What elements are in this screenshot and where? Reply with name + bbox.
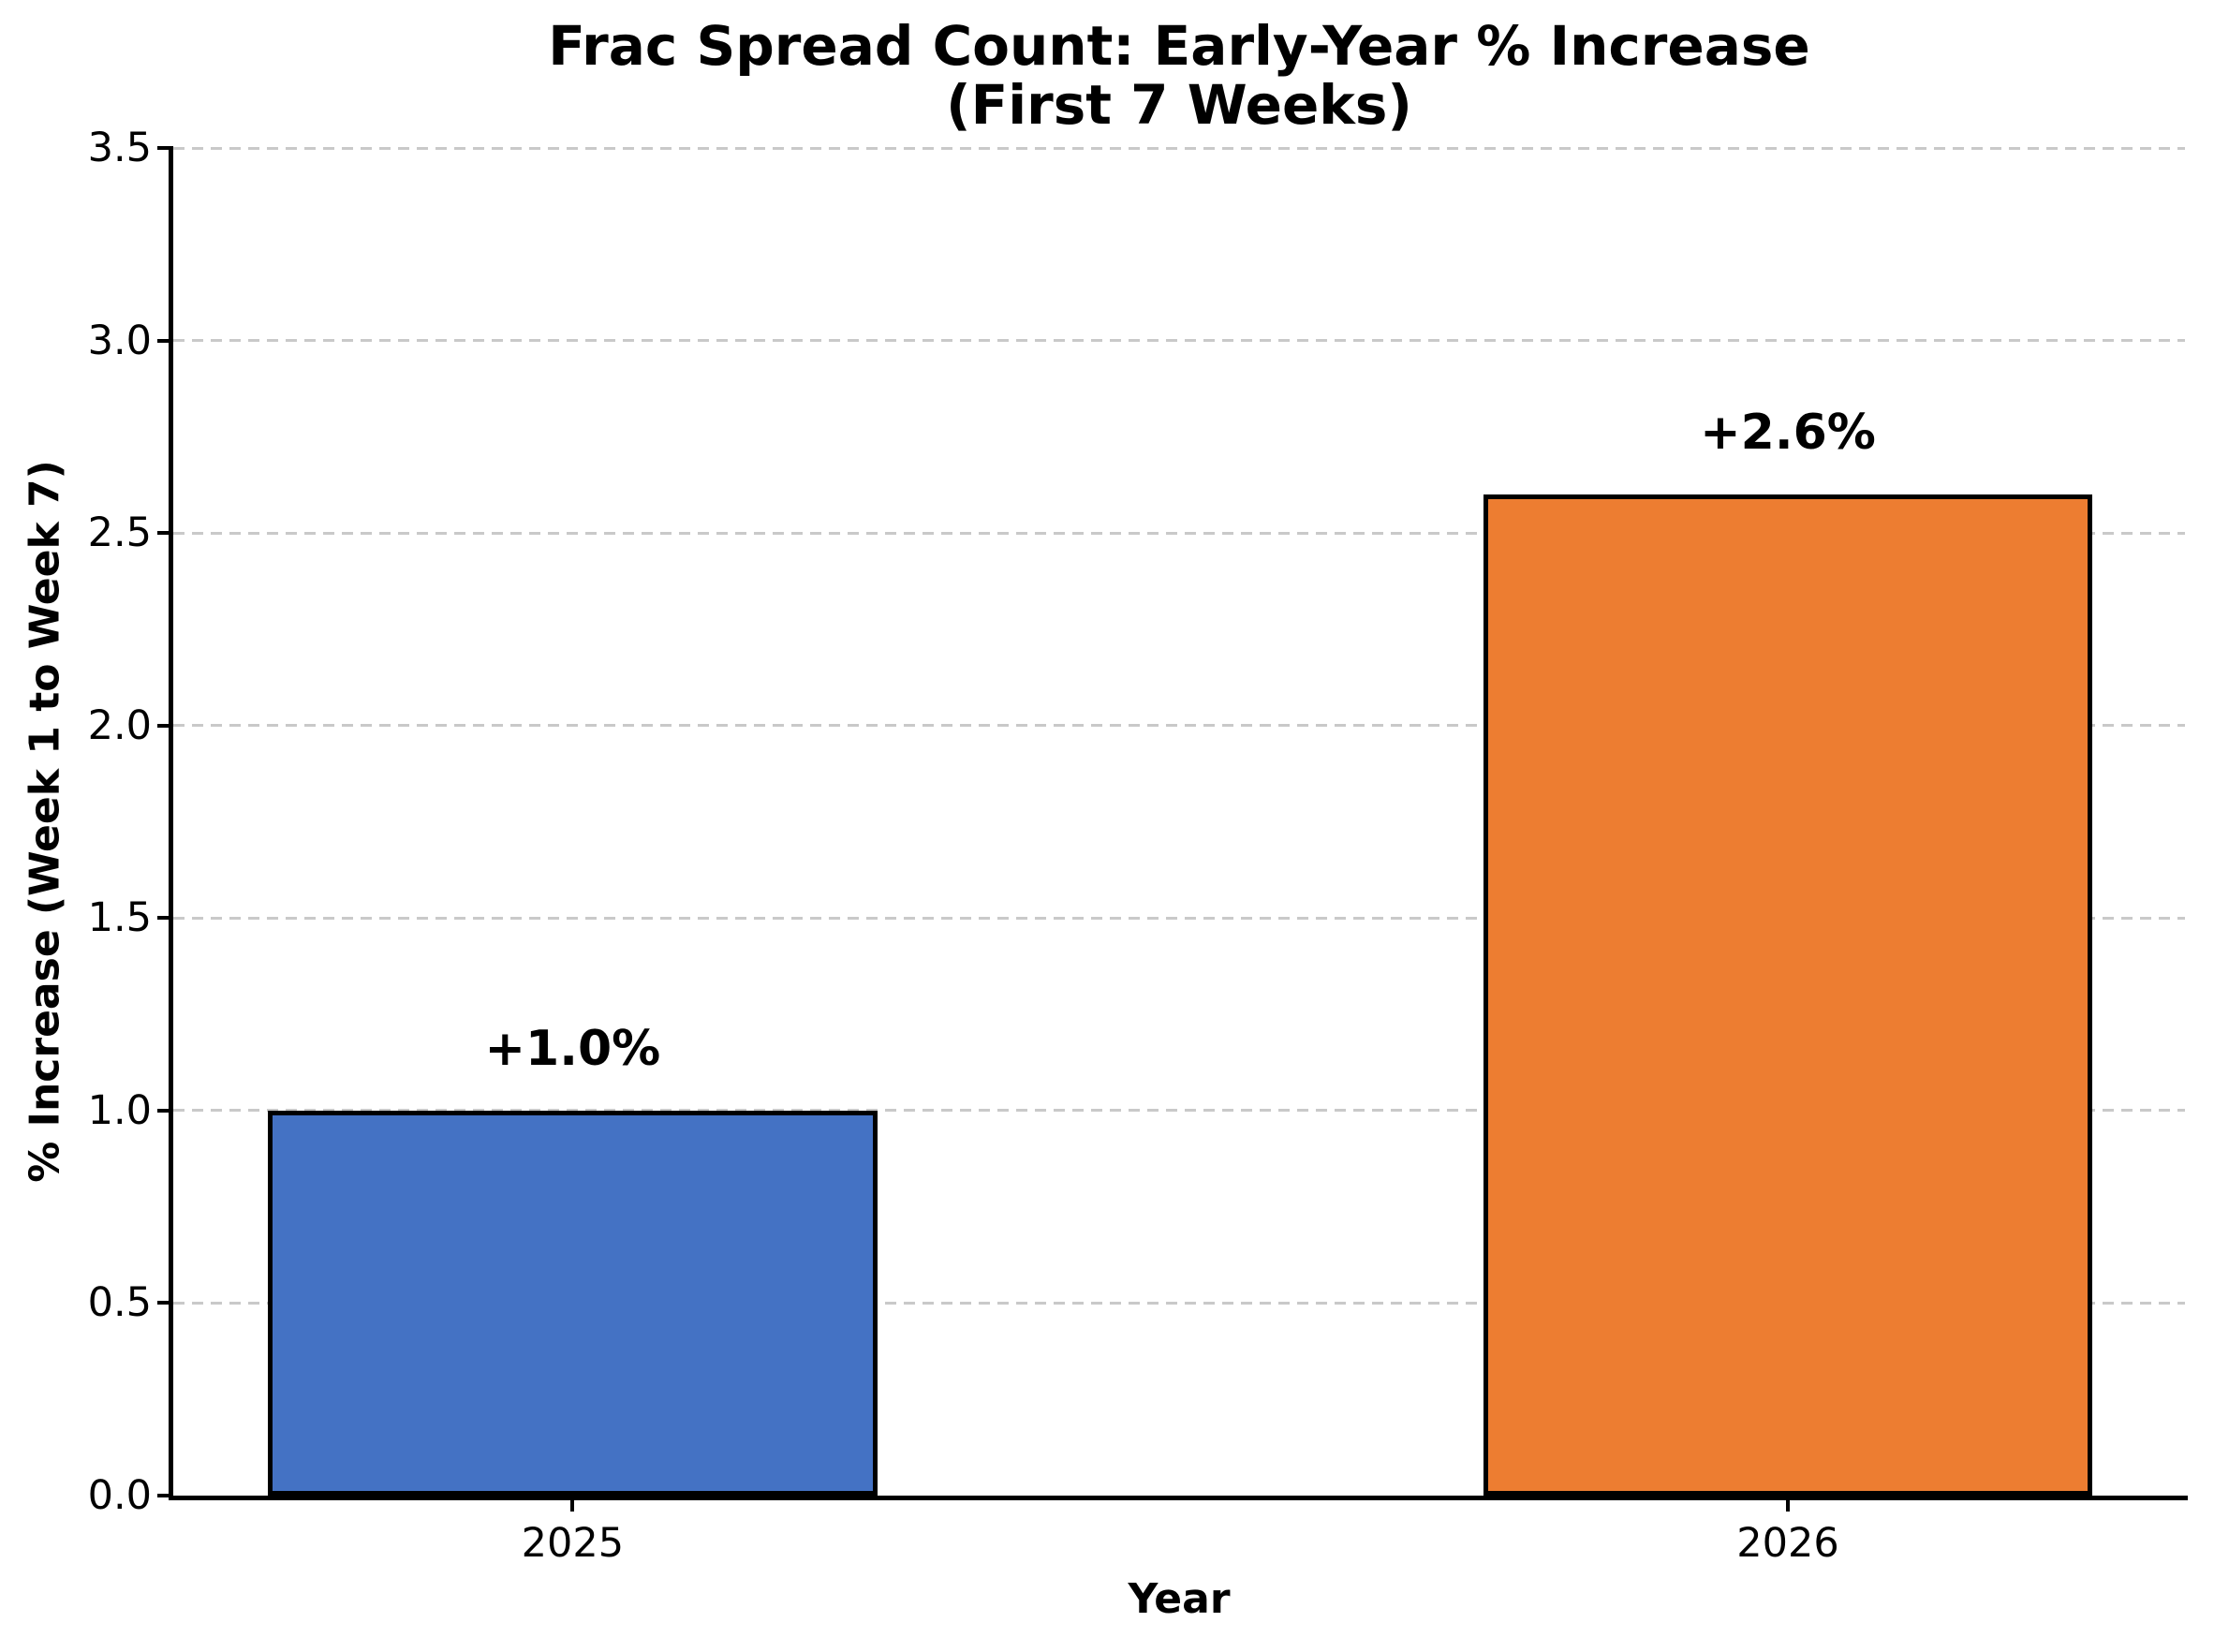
- chart-title-line-2: (First 7 Weeks): [946, 73, 1412, 137]
- y-axis-spine: [169, 146, 173, 1500]
- y-tick-label: 1.5: [87, 894, 152, 942]
- bar-value-label: +1.0%: [484, 1020, 661, 1077]
- gridline: [173, 146, 2185, 150]
- y-tick-mark: [157, 723, 173, 728]
- y-tick-mark: [157, 146, 173, 150]
- y-tick-mark: [157, 1301, 173, 1305]
- y-tick-label: 0.5: [87, 1279, 152, 1327]
- y-tick-label: 1.0: [87, 1086, 152, 1134]
- y-tick-mark: [157, 1494, 173, 1497]
- x-tick-mark: [570, 1496, 575, 1512]
- y-tick-mark: [157, 531, 173, 536]
- gridline: [173, 1109, 2185, 1113]
- gridline: [173, 531, 2185, 535]
- x-axis-label: Year: [1128, 1575, 1231, 1623]
- y-axis-label: % Increase (Week 1 to Week 7): [21, 460, 69, 1183]
- y-tick-label: 2.5: [87, 509, 152, 557]
- chart-title-line-1: Frac Spread Count: Early-Year % Increase: [548, 14, 1810, 78]
- y-tick-mark: [157, 916, 173, 921]
- y-tick-label: 0.0: [87, 1472, 152, 1519]
- y-tick-label: 3.5: [87, 125, 152, 171]
- gridline: [173, 916, 2185, 920]
- y-tick-mark: [157, 1108, 173, 1113]
- x-tick-mark: [1785, 1496, 1790, 1512]
- gridline: [173, 724, 2185, 728]
- x-tick-label: 2025: [521, 1520, 625, 1567]
- y-tick-label: 3.0: [87, 317, 152, 364]
- gridline: [173, 1301, 2185, 1305]
- x-tick-label: 2026: [1736, 1520, 1839, 1567]
- y-tick-mark: [157, 338, 173, 343]
- y-tick-label: 2.0: [87, 701, 152, 749]
- bar-2025: [267, 1110, 878, 1496]
- x-axis-spine: [169, 1496, 2188, 1500]
- bar-2026: [1483, 494, 2093, 1496]
- gridline: [173, 339, 2185, 343]
- bar-value-label: +2.6%: [1700, 405, 1876, 462]
- chart-title: Frac Spread Count: Early-Year % Increase…: [548, 17, 1809, 135]
